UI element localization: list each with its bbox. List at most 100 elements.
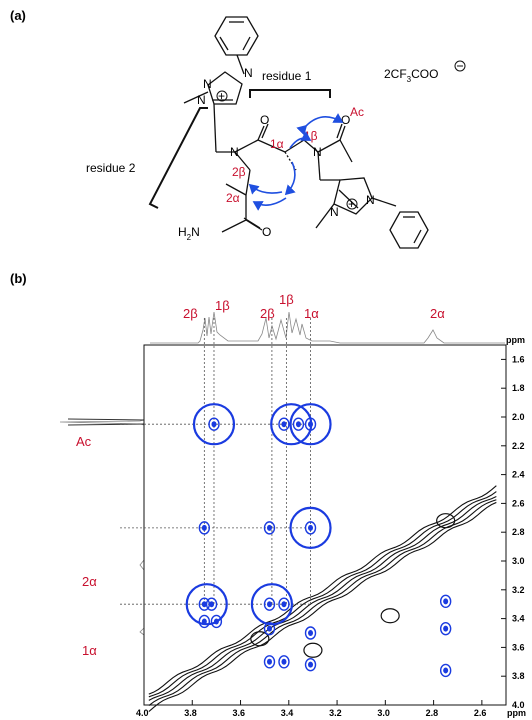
triazolium-bottom <box>333 177 373 215</box>
cross-peak-core <box>443 667 449 674</box>
top-projection-unit: ppm <box>506 335 525 345</box>
y-tick-label: 3.4 <box>512 614 525 624</box>
label-1alpha: 1α <box>270 137 284 151</box>
cross-peak <box>278 597 290 611</box>
y-axis-ticks: 1.6 1.8 2.0 2.2 2.4 2.6 2.8 3.0 3.2 3.4 3.6 3.8 4.0 <box>501 354 525 710</box>
cross-peak <box>263 597 276 611</box>
cross-peak <box>210 614 223 629</box>
x-tick-label: 4.0 <box>136 708 149 718</box>
y-tick-label: 3.2 <box>512 585 525 595</box>
y-tick-label: 1.8 <box>512 383 525 393</box>
cross-peak-core <box>281 421 287 428</box>
benzene-ring-bottom <box>389 211 429 249</box>
amide-nh2-label: H2N <box>178 225 200 242</box>
n-label-top-3: N <box>197 93 206 107</box>
left-projection-ac-peak <box>67 418 145 426</box>
proj-label-2beta-a: 2β <box>183 306 198 321</box>
cross-peak-core <box>281 658 287 665</box>
residue2-bracket <box>148 107 208 209</box>
cross-peak <box>205 597 218 611</box>
n-label-residue2: N <box>230 145 239 159</box>
panel-b-label: (b) <box>10 271 27 286</box>
n-label-bottom-1: N <box>366 193 375 207</box>
cross-peak <box>208 417 220 431</box>
row-label-2alpha: 2α <box>82 574 97 589</box>
x-tick-label: 3.8 <box>184 708 197 718</box>
benzene-ring-top <box>214 16 259 56</box>
x-tick-label: 2.6 <box>474 708 487 718</box>
cross-peak <box>263 655 276 669</box>
cross-peak-core <box>308 630 314 636</box>
y-tick-label: 2.4 <box>512 470 525 480</box>
highlight-circle <box>192 403 236 446</box>
structure <box>148 16 429 249</box>
cross-peak <box>439 594 452 609</box>
cross-peak <box>198 614 211 629</box>
y-tick-label: 3.8 <box>512 671 525 681</box>
o-label-ac: O <box>341 113 350 127</box>
cross-peak <box>304 626 317 640</box>
projection-labels: 2β 1β 2β 1β 1α 2α <box>183 292 445 321</box>
cross-peak <box>263 521 276 535</box>
proj-label-1alpha: 1α <box>304 306 319 321</box>
label-2alpha: 2α <box>226 191 240 205</box>
highlight-circle <box>289 403 332 446</box>
diagonal-blob <box>380 608 400 624</box>
x-tick-label: 3.0 <box>377 708 390 718</box>
atom-labels: N N N N N N N O O O H2N <box>178 66 375 242</box>
row-label-1alpha: 1α <box>82 643 97 658</box>
y-tick-label: 2.8 <box>512 527 525 537</box>
peak-circles <box>185 403 332 626</box>
proj-label-1beta-b: 1β <box>279 292 294 307</box>
n-label-bottom-2: N <box>330 205 339 219</box>
row-label-ac: Ac <box>76 434 92 449</box>
y-tick-label: 3.6 <box>512 642 525 652</box>
cross-peak-core <box>266 601 272 608</box>
residue2-label: residue 2 <box>86 161 136 175</box>
cross-peak-core <box>211 421 217 428</box>
y-tick-label: 3.0 <box>512 556 525 566</box>
y-tick-label: 4.0 <box>512 700 525 710</box>
cross-peak <box>198 521 211 535</box>
label-2beta: 2β <box>232 165 246 179</box>
x-tick-label: 3.6 <box>233 708 246 718</box>
cross-peak <box>278 655 290 669</box>
cross-peak-core <box>443 625 449 632</box>
top-projection <box>150 311 505 344</box>
diagonal-contour <box>148 501 497 712</box>
highlight-circle <box>250 583 294 626</box>
diagonal-contour <box>148 491 497 698</box>
n-label-top-2: N <box>203 77 212 91</box>
label-1beta: 1β <box>304 129 318 143</box>
plus-bottom: + <box>348 197 355 211</box>
cross-peak-core <box>266 625 272 632</box>
cross-peak-core <box>201 601 207 608</box>
cross-peak <box>439 663 452 678</box>
cross-peak-core <box>266 524 272 531</box>
y-tick-label: 2.2 <box>512 441 525 451</box>
x-axis-unit: ppm <box>507 708 526 718</box>
proj-label-2beta-b: 2β <box>260 306 275 321</box>
x-tick-label: 2.8 <box>426 708 439 718</box>
plus-top: + <box>218 89 225 103</box>
diagonal-blob <box>250 631 270 647</box>
cross-peak <box>304 521 317 535</box>
cross-peak-core <box>201 524 207 531</box>
residue1-label: residue 1 <box>262 69 312 83</box>
cross-peak-core <box>308 524 314 531</box>
panel-a-label: (a) <box>10 8 26 23</box>
noe-arrows <box>248 113 344 211</box>
counter-ion: 2CF3COO <box>384 67 438 84</box>
diagonal-contour <box>148 495 497 701</box>
cross-peak <box>278 417 290 431</box>
diagonal-contour <box>148 485 497 695</box>
cross-peak-core <box>443 598 449 605</box>
x-tick-label: 3.2 <box>329 708 342 718</box>
left-projection <box>59 345 145 650</box>
y-tick-label: 2.0 <box>512 412 525 422</box>
diagonal-contours <box>148 485 497 712</box>
x-axis-ticks: 4.0 3.8 3.6 3.4 3.2 3.0 2.8 2.6 ppm <box>136 700 526 718</box>
cross-peak <box>292 417 305 431</box>
dashed-guides <box>120 318 311 605</box>
